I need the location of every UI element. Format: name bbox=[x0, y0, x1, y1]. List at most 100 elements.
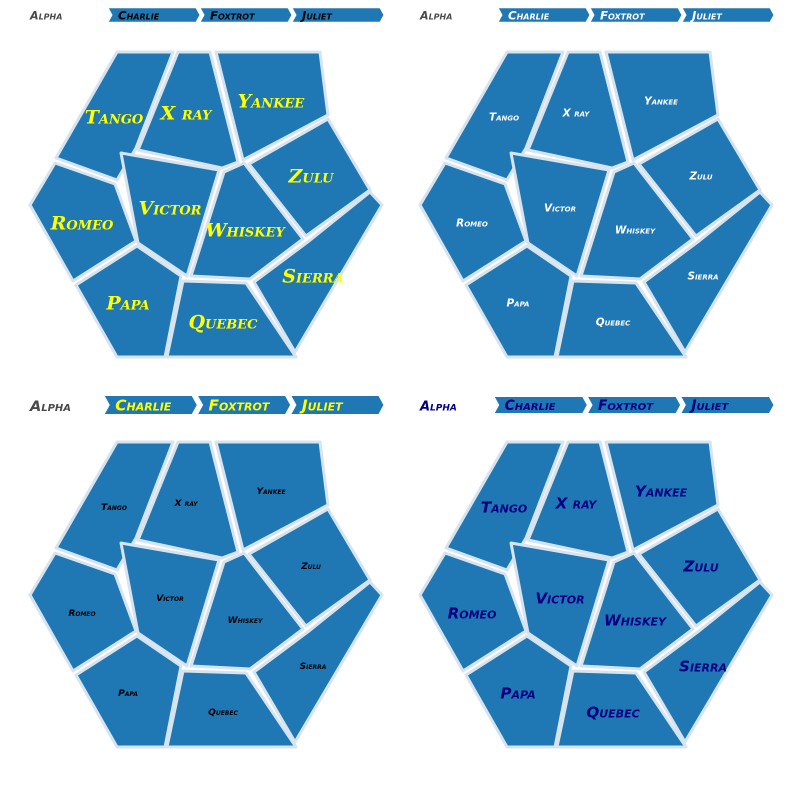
breadcrumb-item-juliet[interactable] bbox=[679, 396, 775, 414]
cell-label-xray: X ray bbox=[173, 499, 198, 509]
cell-label-yankee: Yankee bbox=[238, 91, 306, 113]
breadcrumb-item-label: Juliet bbox=[299, 397, 344, 415]
cell-papa[interactable] bbox=[74, 634, 183, 749]
breadcrumb-item-charlie[interactable] bbox=[497, 7, 591, 23]
cell-label-whiskey: Whiskey bbox=[604, 611, 667, 629]
cell-label-zulu: Zulu bbox=[288, 166, 335, 188]
breadcrumb-item-label: Charlie bbox=[115, 397, 172, 415]
panel-2: Alpha Charlie Foxtrot Juliet Tango X ray Yanke… bbox=[418, 7, 775, 359]
cell-victor[interactable] bbox=[119, 541, 221, 668]
cell-papa[interactable] bbox=[464, 244, 573, 359]
breadcrumb-item-charlie[interactable] bbox=[103, 395, 198, 415]
cell-label-papa: Papa bbox=[500, 684, 535, 702]
cell-label-xray: X ray bbox=[555, 494, 598, 512]
cell-yankee[interactable] bbox=[214, 50, 330, 162]
cell-sierra[interactable] bbox=[642, 190, 774, 354]
cell-whiskey[interactable] bbox=[189, 161, 305, 281]
cell-label-romeo: Romeo bbox=[448, 604, 497, 622]
breadcrumb-root[interactable]: Alpha bbox=[419, 399, 457, 414]
breadcrumb-item-label: Charlie bbox=[118, 8, 160, 22]
cell-label-sierra: Sierra bbox=[300, 662, 327, 672]
cell-sierra[interactable] bbox=[252, 190, 384, 354]
cell-victor[interactable] bbox=[509, 151, 611, 278]
breadcrumb-item-charlie[interactable] bbox=[107, 7, 201, 23]
voronoi-diagram: Tango X ray Yankee Romeo Victor Zulu Whiskey Pa… bbox=[418, 440, 774, 749]
cell-whiskey[interactable] bbox=[579, 551, 695, 671]
panel-1: Alpha Charlie Foxtrot Juliet Tango X ray Yanke… bbox=[28, 7, 385, 359]
cell-zulu[interactable] bbox=[637, 117, 762, 238]
cell-yankee[interactable] bbox=[604, 50, 720, 162]
breadcrumb-item-charlie[interactable] bbox=[493, 396, 588, 414]
voronoi-diagram: Tango X ray Yankee Romeo Victor Zulu Whiskey Pa… bbox=[28, 50, 384, 359]
panel-3: Alpha Charlie Foxtrot Juliet Tango X ray Yanke… bbox=[28, 395, 385, 749]
cell-sierra[interactable] bbox=[642, 580, 774, 744]
cell-victor[interactable] bbox=[119, 151, 221, 278]
breadcrumb-item-label: Foxtrot bbox=[210, 8, 255, 22]
cell-victor[interactable] bbox=[509, 541, 611, 668]
breadcrumb-item-juliet[interactable] bbox=[291, 7, 385, 23]
breadcrumb-item-foxtrot[interactable] bbox=[589, 7, 683, 23]
breadcrumb-item-juliet[interactable] bbox=[681, 7, 775, 23]
cell-romeo[interactable] bbox=[28, 551, 138, 673]
cell-label-victor: Victor bbox=[535, 589, 584, 607]
cell-quebec[interactable] bbox=[165, 669, 298, 749]
cell-zulu[interactable] bbox=[637, 507, 762, 628]
cell-label-zulu: Zulu bbox=[300, 562, 321, 572]
cell-whiskey[interactable] bbox=[579, 161, 695, 281]
cell-label-quebec: Quebec bbox=[586, 703, 639, 721]
cell-whiskey[interactable] bbox=[189, 551, 305, 671]
cell-label-yankee: Yankee bbox=[644, 96, 678, 108]
breadcrumb-item-juliet[interactable] bbox=[289, 395, 385, 415]
cell-label-quebec: Quebec bbox=[208, 708, 238, 718]
breadcrumb-item-label: Charlie bbox=[505, 398, 556, 414]
cell-quebec[interactable] bbox=[555, 279, 688, 359]
breadcrumb-item-label: Juliet bbox=[300, 8, 332, 22]
cell-xray[interactable] bbox=[526, 440, 630, 560]
cell-quebec[interactable] bbox=[555, 669, 688, 749]
cell-zulu[interactable] bbox=[247, 507, 372, 628]
cell-romeo[interactable] bbox=[418, 551, 528, 673]
cell-yankee[interactable] bbox=[604, 440, 720, 552]
cell-label-quebec: Quebec bbox=[188, 312, 258, 334]
cell-label-romeo: Romeo bbox=[50, 213, 114, 235]
breadcrumb-root[interactable]: Alpha bbox=[419, 10, 452, 23]
cell-label-sierra: Sierra bbox=[679, 657, 727, 675]
breadcrumb-item-label: Juliet bbox=[690, 8, 722, 22]
cell-romeo[interactable] bbox=[418, 161, 528, 283]
cell-quebec[interactable] bbox=[165, 279, 298, 359]
voronoi-diagram: Tango X ray Yankee Romeo Victor Zulu Whiskey Pa… bbox=[418, 50, 774, 359]
cell-label-xray: X ray bbox=[562, 108, 591, 120]
cell-label-sierra: Sierra bbox=[687, 271, 718, 283]
cell-zulu[interactable] bbox=[247, 117, 372, 238]
cell-label-victor: Victor bbox=[156, 594, 184, 604]
cell-label-victor: Victor bbox=[544, 203, 576, 215]
breadcrumb-item-foxtrot[interactable] bbox=[199, 7, 293, 23]
cell-xray[interactable] bbox=[136, 440, 240, 560]
breadcrumb-item-label: Charlie bbox=[508, 8, 550, 22]
cell-label-zulu: Zulu bbox=[688, 171, 712, 183]
breadcrumb-item-label: Foxtrot bbox=[600, 8, 645, 22]
cell-xray[interactable] bbox=[526, 50, 630, 170]
cell-label-whiskey: Whiskey bbox=[228, 616, 263, 626]
cell-label-romeo: Romeo bbox=[68, 609, 95, 619]
cell-romeo[interactable] bbox=[28, 161, 138, 283]
cell-yankee[interactable] bbox=[214, 440, 330, 552]
cell-papa[interactable] bbox=[464, 634, 573, 749]
cell-xray[interactable] bbox=[136, 50, 240, 170]
breadcrumb-item-foxtrot[interactable] bbox=[196, 395, 292, 415]
cell-label-tango: Tango bbox=[481, 498, 527, 516]
cell-label-papa: Papa bbox=[105, 293, 149, 315]
cell-label-tango: Tango bbox=[85, 107, 144, 129]
cell-papa[interactable] bbox=[74, 244, 183, 359]
cell-label-romeo: Romeo bbox=[456, 218, 488, 230]
breadcrumb-root[interactable]: Alpha bbox=[29, 10, 62, 23]
breadcrumb-item-foxtrot[interactable] bbox=[586, 396, 682, 414]
cell-sierra[interactable] bbox=[252, 580, 384, 744]
cell-label-papa: Papa bbox=[507, 298, 530, 310]
cell-label-tango: Tango bbox=[101, 503, 127, 513]
cell-label-whiskey: Whiskey bbox=[205, 220, 286, 242]
cell-label-tango: Tango bbox=[489, 112, 519, 124]
breadcrumb-root[interactable]: Alpha bbox=[29, 399, 71, 415]
cell-label-quebec: Quebec bbox=[596, 317, 631, 329]
